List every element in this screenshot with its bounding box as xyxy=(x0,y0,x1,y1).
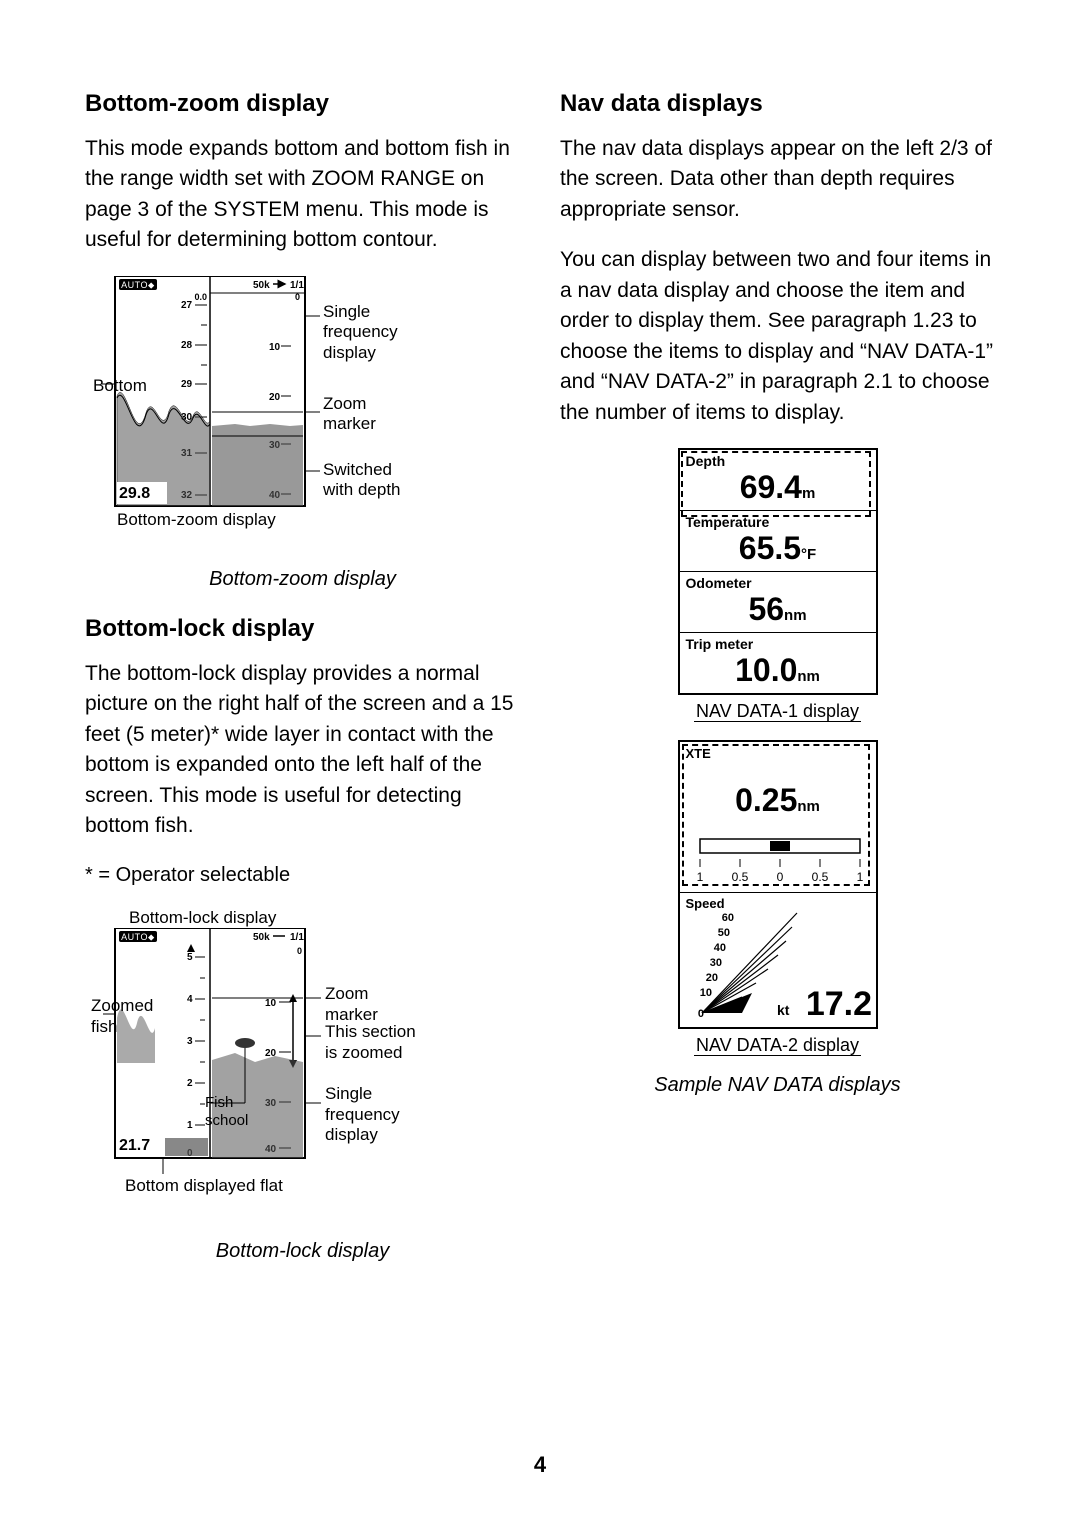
speed-unit: kt xyxy=(777,1002,790,1018)
para-bottom-lock: The bottom-lock display provides a norma… xyxy=(85,659,520,842)
svg-text:2: 2 xyxy=(187,1078,193,1089)
svg-text:1/1: 1/1 xyxy=(290,932,304,943)
nav1-temp-val: 65.5 xyxy=(739,530,801,566)
svg-text:20: 20 xyxy=(269,392,281,403)
figure-bottom-lock: Bottom-lock display AUTO⬥ 50k 1/1 0 5 4 … xyxy=(95,908,425,1228)
svg-text:5: 5 xyxy=(187,952,193,963)
svg-text:AUTO⬥: AUTO⬥ xyxy=(121,932,155,942)
anno-lock-zoom-marker: Zoom marker xyxy=(325,984,415,1025)
xte-label: XTE xyxy=(686,746,711,761)
nav1-depth-val: 69.4 xyxy=(740,469,802,505)
lbl-zoomed-fish: Zoomed fish xyxy=(91,996,161,1037)
nav1-odo-label: Odometer xyxy=(680,572,876,591)
nav-data-2-panel: XTE 0.25nm 1 0.5 0 0.5 1 xyxy=(678,740,878,1029)
svg-text:0.5: 0.5 xyxy=(811,870,828,884)
svg-text:50: 50 xyxy=(717,927,729,939)
depth-value: 29.8 xyxy=(119,485,150,502)
svg-text:10: 10 xyxy=(265,998,277,1009)
caption-italic-lock: Bottom-lock display xyxy=(85,1240,520,1263)
footnote-selectable: * = Operator selectable xyxy=(85,861,520,890)
speed-val: 17.2 xyxy=(805,985,871,1023)
lock-depth-value: 21.7 xyxy=(119,1137,150,1154)
svg-text:1: 1 xyxy=(187,1120,193,1131)
xte-val: 0.25 xyxy=(735,782,797,818)
small-lbl-00: 0.0 xyxy=(194,292,207,302)
caption-top-lock: Bottom-lock display xyxy=(129,908,276,928)
lbl-fish-school-inline: Fishschool xyxy=(205,1094,248,1130)
nav1-caption: NAV DATA-1 display xyxy=(560,701,995,722)
anno-single-freq: Single frequency display xyxy=(323,302,413,363)
svg-text:0: 0 xyxy=(297,946,302,956)
freq-label: 50k xyxy=(253,280,270,291)
svg-text:40: 40 xyxy=(713,942,725,954)
svg-text:10: 10 xyxy=(699,987,711,999)
caption-under-zoom: Bottom-zoom display xyxy=(117,510,276,530)
svg-text:29: 29 xyxy=(181,379,193,390)
auto-badge: AUTO⬥ xyxy=(121,280,155,290)
anno-zoom-marker: Zoom marker xyxy=(323,394,413,435)
svg-text:60: 60 xyxy=(721,912,733,924)
heading-bottom-zoom: Bottom-zoom display xyxy=(85,90,520,118)
svg-text:1: 1 xyxy=(696,870,703,884)
svg-text:50k: 50k xyxy=(253,932,270,943)
anno-lock-single: Single frequency display xyxy=(325,1084,415,1145)
heading-bottom-lock: Bottom-lock display xyxy=(85,615,520,643)
nav1-temp-label: Temperature xyxy=(680,511,876,530)
anno-lock-section: This section is zoomed xyxy=(325,1022,425,1063)
para-nav-1: The nav data displays appear on the left… xyxy=(560,134,995,225)
svg-text:0: 0 xyxy=(697,1008,703,1020)
figure-bottom-zoom: AUTO⬥ 50k 1/1 0.0 0 27 28 29 30 31 xyxy=(95,276,415,556)
svg-text:0: 0 xyxy=(776,870,783,884)
svg-text:0.5: 0.5 xyxy=(731,870,748,884)
nav1-depth-label: Depth xyxy=(680,450,876,469)
svg-text:20: 20 xyxy=(705,972,717,984)
svg-text:30: 30 xyxy=(709,957,721,969)
caption-italic-zoom: Bottom-zoom display xyxy=(85,568,520,591)
heading-nav: Nav data displays xyxy=(560,90,995,118)
svg-text:28: 28 xyxy=(181,340,193,351)
left-column: Bottom-zoom display This mode expands bo… xyxy=(85,90,520,1287)
svg-text:4: 4 xyxy=(187,994,193,1005)
svg-text:3: 3 xyxy=(187,1036,193,1047)
right-column: Nav data displays The nav data displays … xyxy=(560,90,995,1287)
lbl-bottom: Bottom xyxy=(93,376,147,396)
svg-text:27: 27 xyxy=(181,300,193,311)
caption-sample-nav: Sample NAV DATA displays xyxy=(560,1074,995,1097)
caption-under-lock: Bottom displayed flat xyxy=(125,1176,283,1196)
nav1-trip-label: Trip meter xyxy=(680,633,876,652)
ratio-label: 1/1 xyxy=(290,280,304,291)
nav2-caption: NAV DATA-2 display xyxy=(560,1035,995,1056)
para-bottom-zoom: This mode expands bottom and bottom fish… xyxy=(85,134,520,256)
svg-text:1: 1 xyxy=(856,870,863,884)
para-nav-2: You can display between two and four ite… xyxy=(560,245,995,428)
nav1-trip-val: 10.0 xyxy=(735,652,797,688)
anno-switched: Switched with depth xyxy=(323,460,423,501)
svg-text:10: 10 xyxy=(269,342,281,353)
nav-data-1-panel: Depth 69.4m Temperature 65.5°F Odometer … xyxy=(678,448,878,695)
page-number: 4 xyxy=(0,1452,1080,1478)
nav1-odo-val: 56 xyxy=(748,591,784,627)
